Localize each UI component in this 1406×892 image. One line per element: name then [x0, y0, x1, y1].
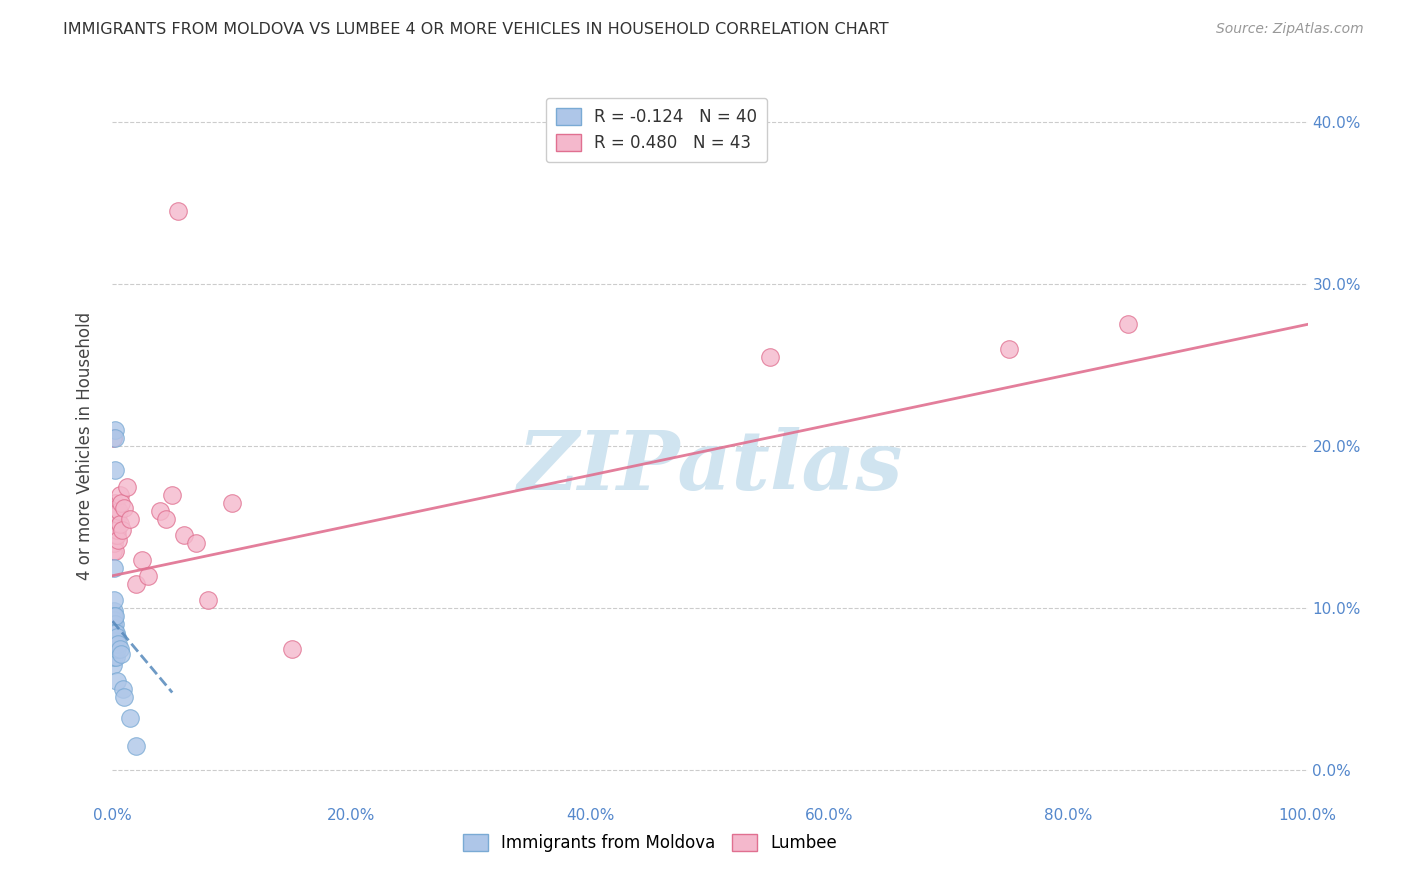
- Point: [101, 647, 124, 661]
- Point: [101, 637, 124, 651]
- Point: [103, 641, 125, 656]
- Point: [759, 350, 782, 364]
- Point: [114, 500, 135, 515]
- Point: [167, 203, 190, 218]
- Point: [105, 625, 128, 640]
- Point: [104, 617, 127, 632]
- Point: [105, 500, 128, 515]
- Point: [1118, 318, 1140, 332]
- Point: [108, 504, 131, 518]
- Point: [114, 690, 135, 705]
- Point: [104, 528, 127, 542]
- Point: [107, 524, 129, 538]
- Point: [104, 625, 127, 640]
- Point: [103, 617, 125, 632]
- Point: [120, 512, 142, 526]
- Point: [125, 739, 148, 753]
- Text: ZIPatlas: ZIPatlas: [517, 427, 903, 508]
- Point: [998, 342, 1021, 356]
- Point: [104, 507, 127, 521]
- Point: [101, 657, 124, 672]
- Point: [138, 568, 160, 582]
- Point: [104, 431, 127, 445]
- Point: [105, 674, 128, 689]
- Point: [108, 516, 131, 531]
- Point: [105, 641, 128, 656]
- Point: [104, 463, 127, 477]
- Point: [149, 504, 172, 518]
- Point: [103, 504, 125, 518]
- Legend: Immigrants from Moldova, Lumbee: Immigrants from Moldova, Lumbee: [457, 827, 844, 859]
- Point: [110, 488, 132, 502]
- Point: [101, 431, 124, 445]
- Point: [105, 631, 128, 645]
- Point: [111, 524, 134, 538]
- Point: [125, 577, 148, 591]
- Point: [173, 528, 195, 542]
- Point: [103, 625, 125, 640]
- Point: [104, 609, 127, 624]
- Point: [103, 512, 125, 526]
- Point: [103, 609, 125, 624]
- Point: [101, 631, 124, 645]
- Point: [120, 711, 142, 725]
- Point: [103, 609, 125, 624]
- Point: [162, 488, 183, 502]
- Point: [105, 516, 128, 531]
- Point: [108, 641, 131, 656]
- Point: [101, 617, 124, 632]
- Point: [104, 423, 127, 437]
- Point: [105, 528, 128, 542]
- Point: [103, 593, 125, 607]
- Point: [103, 621, 125, 635]
- Point: [103, 625, 125, 640]
- Point: [103, 649, 125, 664]
- Point: [103, 536, 125, 550]
- Point: [101, 625, 124, 640]
- Point: [197, 593, 219, 607]
- Point: [112, 682, 135, 697]
- Point: [103, 613, 125, 627]
- Point: [105, 512, 128, 526]
- Point: [107, 507, 129, 521]
- Point: [103, 560, 125, 574]
- Point: [115, 479, 138, 493]
- Point: [103, 520, 125, 534]
- Point: [103, 621, 125, 635]
- Point: [104, 633, 127, 648]
- Y-axis label: 4 or more Vehicles in Household: 4 or more Vehicles in Household: [76, 312, 94, 580]
- Text: IMMIGRANTS FROM MOLDOVA VS LUMBEE 4 OR MORE VEHICLES IN HOUSEHOLD CORRELATION CH: IMMIGRANTS FROM MOLDOVA VS LUMBEE 4 OR M…: [63, 22, 889, 37]
- Point: [186, 536, 208, 550]
- Point: [105, 524, 128, 538]
- Point: [103, 544, 125, 558]
- Point: [110, 647, 132, 661]
- Point: [131, 552, 153, 566]
- Point: [104, 520, 127, 534]
- Point: [155, 512, 177, 526]
- Point: [221, 496, 243, 510]
- Point: [104, 496, 127, 510]
- Point: [103, 633, 125, 648]
- Text: Source: ZipAtlas.com: Source: ZipAtlas.com: [1216, 22, 1364, 37]
- Point: [107, 533, 129, 547]
- Point: [103, 604, 125, 618]
- Point: [103, 633, 125, 648]
- Point: [110, 496, 132, 510]
- Point: [104, 544, 127, 558]
- Point: [107, 637, 129, 651]
- Point: [103, 528, 125, 542]
- Point: [105, 649, 128, 664]
- Point: [281, 641, 304, 656]
